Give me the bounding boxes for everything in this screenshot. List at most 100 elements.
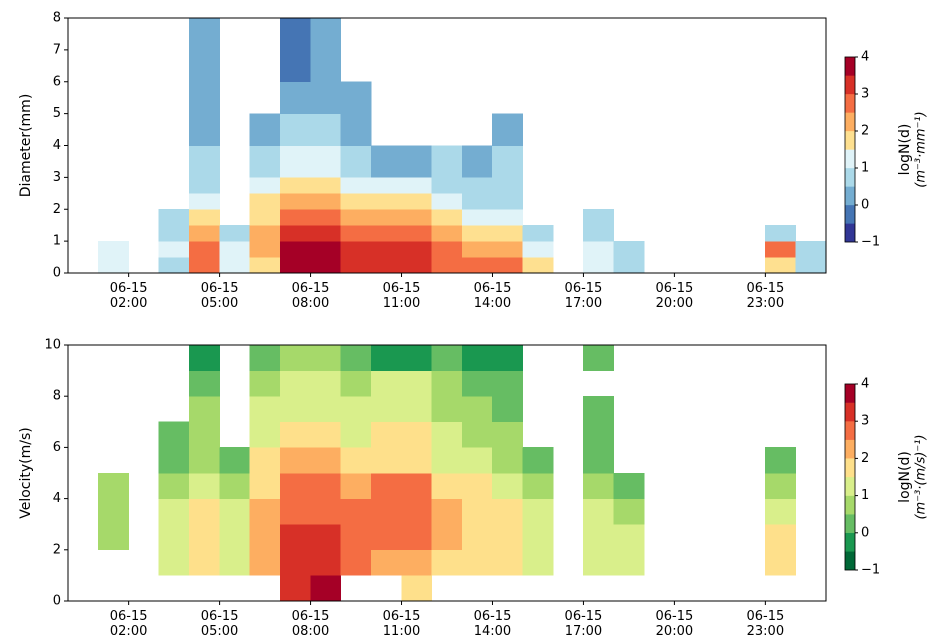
heat-cell: [522, 447, 554, 474]
heat-cell: [461, 498, 493, 525]
y-tick-label: 10: [44, 338, 61, 353]
heat-cell: [249, 523, 281, 551]
heat-cell: [492, 256, 524, 274]
x-tick-label: 06-15 23:00: [746, 281, 785, 311]
colorbar-tick-label: 4: [861, 377, 869, 392]
colorbar-swatch: [844, 186, 856, 206]
heat-cell: [431, 256, 463, 274]
x-tick-label: 06-15 23:00: [746, 609, 785, 639]
heat-cell: [522, 240, 554, 258]
y-tick-label: 8: [53, 389, 61, 404]
heat-cell: [189, 472, 220, 499]
heat-cell: [431, 498, 463, 525]
heat-cell: [189, 177, 220, 194]
heat-cell: [492, 209, 524, 226]
colorbar-label: logN(d): [897, 451, 913, 503]
heat-cell: [583, 472, 615, 499]
heat-cell: [431, 370, 463, 397]
heat-cell: [279, 395, 311, 423]
heat-cell: [461, 193, 493, 210]
heat-cell: [431, 344, 463, 371]
heat-cell: [401, 447, 433, 474]
colorbar-swatch: [844, 130, 856, 150]
heat-cell: [219, 256, 251, 274]
heat-cell: [279, 498, 311, 525]
heat-cell: [279, 240, 311, 258]
y-tick-label: 5: [53, 106, 61, 121]
y-tick-label: 3: [53, 170, 61, 185]
y-axis-label: Diameter(mm): [18, 94, 34, 198]
heat-cell: [461, 209, 493, 226]
heat-cell: [340, 81, 372, 114]
heat-cell: [431, 421, 463, 448]
heat-cell: [249, 447, 281, 474]
heat-cell: [279, 81, 311, 114]
heat-cell: [340, 447, 372, 474]
heat-cell: [189, 81, 220, 114]
heat-cell: [522, 256, 554, 274]
heat-cell: [613, 549, 645, 576]
heat-cell: [613, 523, 645, 551]
heat-cell: [583, 523, 615, 551]
heat-cell: [492, 224, 524, 242]
heat-cell: [189, 193, 220, 210]
heat-cell: [249, 224, 281, 242]
heat-cell: [98, 240, 129, 258]
colorbar-swatch: [844, 532, 856, 552]
x-tick-label: 06-15 05:00: [200, 609, 239, 639]
heat-cell: [249, 421, 281, 448]
heat-cell: [279, 177, 311, 194]
plot-frame: [67, 344, 827, 602]
heat-cell: [370, 447, 402, 474]
heat-cell: [461, 472, 493, 499]
heat-cell: [370, 224, 402, 242]
heat-cell: [431, 193, 463, 210]
heat-cell: [492, 472, 524, 499]
colorbar-swatch: [844, 56, 856, 76]
y-tick-label: 4: [53, 138, 61, 153]
heat-cell: [189, 421, 220, 448]
heat-cell: [492, 421, 524, 448]
colorbar-tick-label: 2: [861, 451, 869, 466]
heat-cell: [431, 209, 463, 226]
heat-cell: [461, 240, 493, 258]
x-tick-label: 06-15 02:00: [109, 281, 148, 311]
heat-cell: [249, 209, 281, 226]
y-axis-label: Velocity(m/s): [18, 427, 34, 519]
colorbar-swatch: [844, 167, 856, 187]
heat-cell: [279, 523, 311, 551]
heat-cell: [401, 224, 433, 242]
heat-cell: [431, 472, 463, 499]
heat-cell: [492, 145, 524, 178]
colorbar-swatch: [844, 458, 856, 478]
heat-cell: [279, 447, 311, 474]
heat-cell: [370, 177, 402, 194]
heat-cell: [249, 240, 281, 258]
heat-cell: [765, 447, 796, 474]
heat-cell: [583, 498, 615, 525]
heat-cell: [401, 395, 433, 423]
colorbar-swatch: [844, 495, 856, 515]
heat-cell: [158, 549, 190, 576]
heat-cell: [310, 256, 342, 274]
colorbar-swatch: [844, 476, 856, 496]
heat-cell: [310, 523, 342, 551]
heat-cell: [219, 240, 251, 258]
heat-cell: [279, 256, 311, 274]
heat-cell: [340, 549, 372, 576]
heat-cell: [613, 472, 645, 499]
heat-cell: [522, 472, 554, 499]
heat-cell: [461, 344, 493, 371]
heat-cell: [583, 256, 615, 274]
heat-cell: [401, 421, 433, 448]
colorbar-swatch: [844, 402, 856, 422]
colorbar-swatch: [844, 93, 856, 113]
heat-cell: [431, 523, 463, 551]
heat-cell: [492, 177, 524, 194]
heat-cell: [401, 145, 433, 178]
x-tick-label: 06-15 02:00: [109, 609, 148, 639]
heat-cell: [279, 17, 311, 82]
heat-cell: [340, 498, 372, 525]
heat-cell: [340, 395, 372, 423]
heat-cell: [310, 447, 342, 474]
